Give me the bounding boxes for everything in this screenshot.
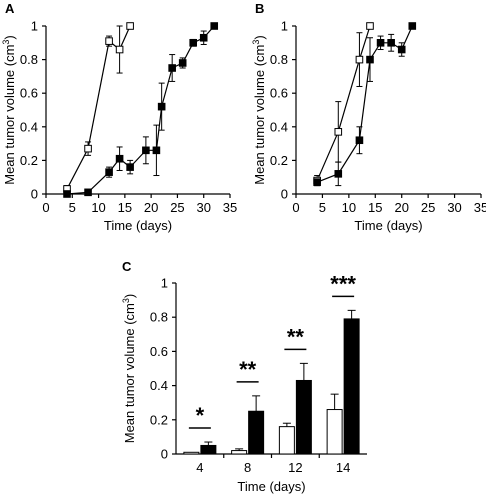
bar <box>295 379 312 455</box>
x-tick-label: 25 <box>421 200 435 215</box>
data-point <box>105 37 113 45</box>
x-tick-label: 0 <box>42 200 49 215</box>
data-point <box>84 144 92 153</box>
y-tick-label: 0.2 <box>270 153 288 168</box>
bar <box>326 409 343 455</box>
x-tick-label: 25 <box>170 200 184 215</box>
x-tick-label: 4 <box>196 460 203 475</box>
x-tick-label: 8 <box>244 460 251 475</box>
significance-marker: ** <box>239 357 257 382</box>
x-axis-title: Time (days) <box>354 218 422 233</box>
y-tick-label: 0.4 <box>150 378 168 393</box>
data-point <box>334 170 343 178</box>
significance-marker: * <box>196 403 205 428</box>
x-tick-label: 30 <box>447 200 461 215</box>
data-point <box>178 59 187 67</box>
bar <box>278 426 295 455</box>
data-point <box>189 39 197 47</box>
y-tick-label: 0.6 <box>270 86 288 101</box>
data-point <box>199 33 208 42</box>
data-point <box>355 136 364 145</box>
data-point <box>152 146 161 155</box>
data-point <box>387 39 395 47</box>
data-point <box>397 45 406 54</box>
data-point <box>126 22 134 30</box>
y-tick-label: 1 <box>281 19 288 34</box>
x-tick-label: 10 <box>342 200 356 215</box>
data-point <box>355 55 364 64</box>
y-axis-title: Mean tumor volume (cm3) <box>251 35 267 185</box>
x-tick-label: 20 <box>394 200 408 215</box>
x-tick-label: 20 <box>144 200 158 215</box>
x-axis-title: Time (days) <box>104 218 172 233</box>
bar <box>343 318 360 455</box>
y-tick-label: 1 <box>161 276 168 291</box>
panel-label: C <box>122 259 132 274</box>
x-tick-label: 0 <box>292 200 299 215</box>
data-point <box>408 22 417 30</box>
panel-label: A <box>5 1 15 16</box>
significance-marker: *** <box>330 271 356 296</box>
x-tick-label: 35 <box>474 200 486 215</box>
significance-marker: ** <box>287 324 305 349</box>
y-tick-label: 0.8 <box>20 52 38 67</box>
panel-c: C00.20.40.60.814*8**12**14***Time (days) <box>122 259 367 494</box>
x-tick-label: 14 <box>336 460 350 475</box>
x-tick-label: 5 <box>69 200 76 215</box>
data-point <box>313 178 321 187</box>
y-tick-label: 0 <box>31 187 38 202</box>
bar <box>231 450 248 455</box>
x-tick-label: 5 <box>319 200 326 215</box>
x-tick-label: 15 <box>368 200 382 215</box>
y-axis-title: Mean tumor volume (cm3) <box>121 294 137 444</box>
y-tick-label: 0.4 <box>270 119 288 134</box>
data-point <box>115 45 124 54</box>
y-tick-label: 0 <box>161 447 168 462</box>
y-tick-label: 0.8 <box>150 310 168 325</box>
y-axis-title: Mean tumor volume (cm3) <box>1 35 17 185</box>
x-axis-title: Time (days) <box>237 479 305 494</box>
bar <box>200 444 217 455</box>
series-line-2 <box>66 25 215 195</box>
bar <box>248 410 265 455</box>
data-point <box>126 163 134 171</box>
panel-label: B <box>255 1 264 16</box>
data-point <box>84 188 92 197</box>
x-tick-label: 35 <box>223 200 237 215</box>
y-tick-label: 0.8 <box>270 52 288 67</box>
data-point <box>210 22 219 30</box>
data-point <box>115 154 124 163</box>
data-point <box>376 39 385 47</box>
data-point <box>142 146 150 155</box>
x-tick-label: 30 <box>196 200 210 215</box>
y-tick-label: 0.2 <box>20 153 38 168</box>
x-tick-label: 15 <box>118 200 132 215</box>
data-point <box>168 64 176 72</box>
x-tick-label: 10 <box>91 200 105 215</box>
data-point <box>157 102 166 111</box>
y-tick-label: 0.4 <box>20 119 38 134</box>
data-point <box>63 190 71 198</box>
y-tick-label: 0.2 <box>150 412 168 427</box>
data-point <box>366 22 374 30</box>
data-point <box>105 168 113 176</box>
data-point <box>334 128 343 136</box>
bar <box>183 451 200 455</box>
x-tick-label: 12 <box>288 460 302 475</box>
y-tick-label: 0.6 <box>20 86 38 101</box>
y-tick-label: 1 <box>31 19 38 34</box>
y-tick-label: 0.6 <box>150 344 168 359</box>
series-line-1 <box>316 25 371 181</box>
y-tick-label: 0 <box>281 187 288 202</box>
data-point <box>366 55 374 64</box>
